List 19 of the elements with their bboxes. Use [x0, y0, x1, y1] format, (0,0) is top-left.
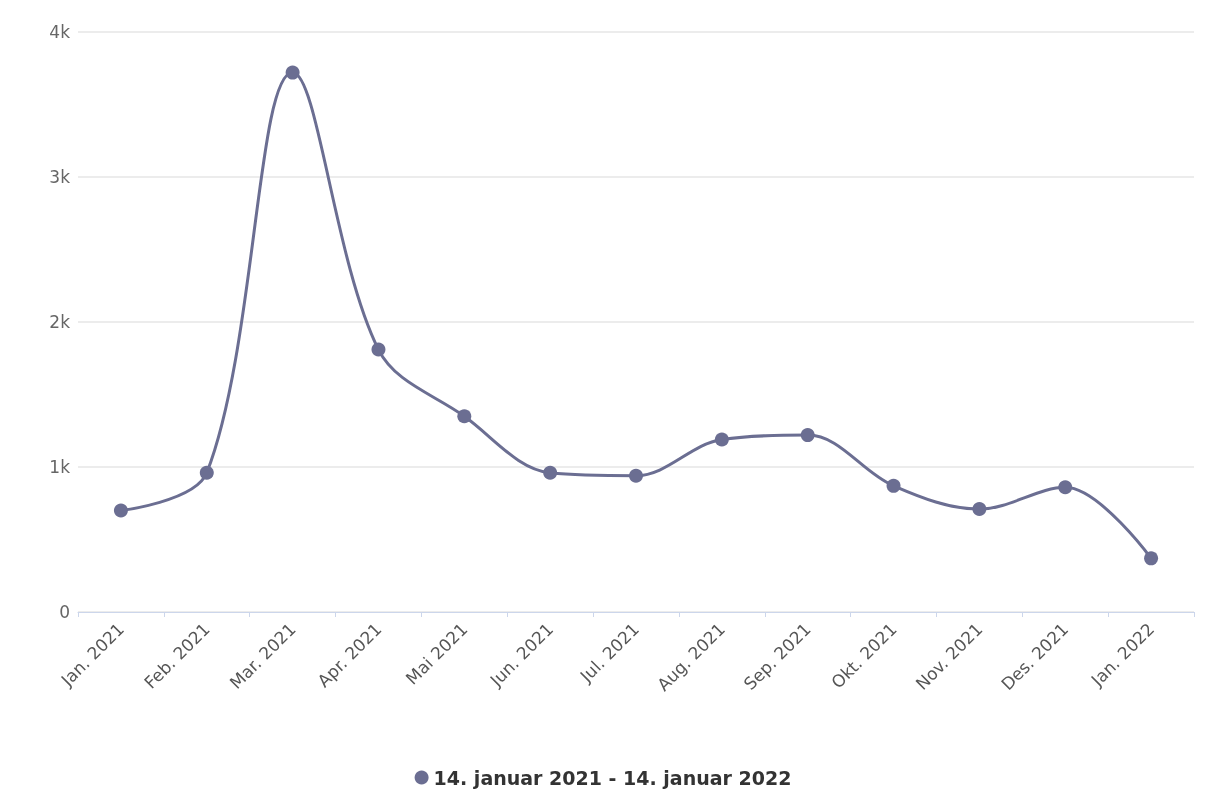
point — [457, 409, 472, 424]
point — [1058, 480, 1073, 495]
point — [1144, 551, 1159, 566]
point — [972, 502, 987, 517]
point — [714, 432, 729, 447]
point — [285, 65, 300, 80]
point — [629, 468, 643, 483]
point — [886, 478, 901, 493]
point — [113, 503, 128, 518]
y-tick-label: 1k — [49, 457, 71, 477]
y-tick-label: 4k — [49, 22, 71, 42]
point — [543, 465, 558, 480]
point — [800, 428, 815, 443]
legend-label: 14. januar 2021 - 14. januar 2022 — [433, 766, 792, 789]
y-tick-label: 3k — [49, 167, 71, 187]
y-tick-label: 0 — [59, 602, 70, 622]
point — [371, 342, 386, 357]
y-tick-label: 2k — [49, 312, 71, 332]
point — [199, 465, 214, 480]
